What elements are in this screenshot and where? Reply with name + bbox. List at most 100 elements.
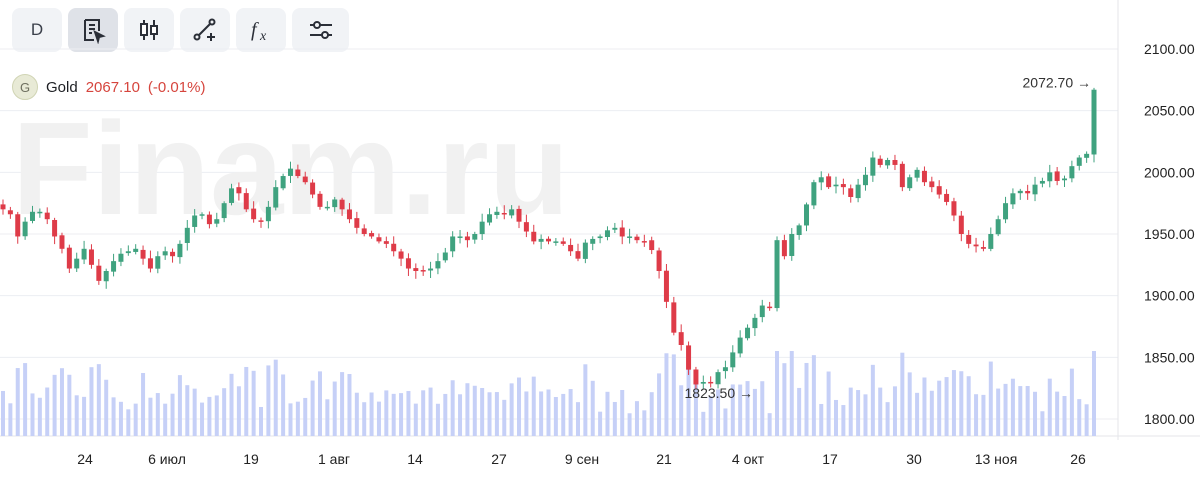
- candle-body[interactable]: [1076, 157, 1082, 166]
- candle-body[interactable]: [428, 268, 434, 271]
- candle-body[interactable]: [310, 182, 316, 195]
- candle-body[interactable]: [767, 306, 773, 309]
- candle-body[interactable]: [892, 160, 898, 165]
- candle-body[interactable]: [523, 222, 529, 232]
- function-button[interactable]: f x: [236, 8, 286, 52]
- candle-body[interactable]: [929, 181, 935, 188]
- candle-body[interactable]: [450, 236, 456, 252]
- candle-body[interactable]: [280, 176, 286, 189]
- candle-body[interactable]: [582, 242, 588, 259]
- candle-body[interactable]: [848, 188, 854, 197]
- candle-body[interactable]: [516, 208, 522, 222]
- candle-body[interactable]: [59, 235, 65, 249]
- candle-body[interactable]: [147, 258, 153, 269]
- candle-body[interactable]: [774, 240, 780, 309]
- candle-body[interactable]: [243, 193, 249, 210]
- candle-body[interactable]: [501, 212, 507, 215]
- candle-body[interactable]: [899, 163, 905, 188]
- candle-body[interactable]: [332, 199, 338, 208]
- candle-body[interactable]: [111, 261, 117, 272]
- candle-body[interactable]: [265, 206, 271, 222]
- candle-body[interactable]: [531, 231, 537, 242]
- candle-body[interactable]: [184, 227, 190, 243]
- candle-body[interactable]: [199, 214, 205, 216]
- candle-body[interactable]: [818, 177, 824, 183]
- candle-body[interactable]: [833, 184, 839, 187]
- candle-body[interactable]: [287, 168, 293, 176]
- candle-body[interactable]: [236, 187, 242, 194]
- candle-body[interactable]: [708, 381, 714, 384]
- candle-body[interactable]: [162, 251, 168, 256]
- interval-button[interactable]: D: [12, 8, 62, 52]
- candle-body[interactable]: [553, 241, 559, 243]
- candle-body[interactable]: [980, 247, 986, 249]
- candle-body[interactable]: [619, 227, 625, 237]
- candle-body[interactable]: [546, 238, 551, 242]
- candle-body[interactable]: [693, 369, 699, 385]
- candle-body[interactable]: [752, 317, 758, 329]
- candle-body[interactable]: [804, 204, 810, 226]
- candle-body[interactable]: [81, 248, 87, 260]
- candle-body[interactable]: [1054, 171, 1060, 181]
- candle-body[interactable]: [634, 236, 640, 241]
- candle-body[interactable]: [317, 193, 323, 207]
- candle-body[interactable]: [0, 204, 6, 210]
- candle-body[interactable]: [420, 270, 426, 272]
- settings-button[interactable]: [292, 8, 349, 52]
- candle-body[interactable]: [944, 193, 950, 202]
- candle-body[interactable]: [29, 211, 35, 221]
- candle-body[interactable]: [568, 244, 574, 252]
- candle-body[interactable]: [840, 184, 846, 188]
- candle-body[interactable]: [369, 233, 375, 237]
- candle-body[interactable]: [405, 258, 411, 269]
- candle-body[interactable]: [781, 240, 787, 257]
- candle-body[interactable]: [37, 211, 43, 214]
- candle-body[interactable]: [472, 234, 478, 240]
- candle-body[interactable]: [590, 238, 596, 244]
- candle-body[interactable]: [295, 169, 301, 177]
- candle-body[interactable]: [1039, 180, 1045, 184]
- candle-body[interactable]: [1069, 166, 1075, 179]
- candle-body[interactable]: [66, 247, 72, 269]
- candle-body[interactable]: [811, 182, 817, 206]
- candle-body[interactable]: [789, 234, 795, 256]
- candle-body[interactable]: [177, 243, 183, 258]
- candle-body[interactable]: [1091, 89, 1097, 155]
- candle-body[interactable]: [678, 332, 684, 345]
- candle-body[interactable]: [383, 241, 389, 244]
- candle-body[interactable]: [700, 382, 706, 384]
- candle-body[interactable]: [759, 305, 765, 318]
- candle-body[interactable]: [870, 157, 876, 176]
- candle-body[interactable]: [973, 244, 979, 247]
- candle-body[interactable]: [302, 176, 308, 183]
- candle-body[interactable]: [907, 177, 913, 189]
- candlestick-button[interactable]: [124, 8, 174, 52]
- candle-body[interactable]: [995, 219, 1001, 235]
- candle-body[interactable]: [133, 248, 139, 252]
- candle-body[interactable]: [951, 201, 957, 216]
- candle-body[interactable]: [346, 209, 352, 220]
- candle-body[interactable]: [376, 237, 382, 242]
- candle-body[interactable]: [966, 234, 972, 244]
- candle-body[interactable]: [206, 214, 212, 225]
- candle-body[interactable]: [118, 253, 124, 262]
- candle-body[interactable]: [730, 352, 736, 368]
- candle-body[interactable]: [457, 236, 463, 238]
- candle-body[interactable]: [715, 372, 721, 385]
- candle-body[interactable]: [398, 251, 404, 259]
- candle-body[interactable]: [1084, 153, 1090, 158]
- candle-body[interactable]: [641, 241, 647, 243]
- candle-body[interactable]: [663, 270, 669, 302]
- candle-body[interactable]: [597, 236, 603, 239]
- candle-body[interactable]: [1025, 191, 1031, 194]
- candle-body[interactable]: [74, 258, 80, 269]
- candle-body[interactable]: [796, 225, 802, 236]
- candle-body[interactable]: [862, 174, 868, 186]
- candle-body[interactable]: [914, 169, 920, 178]
- candle-body[interactable]: [936, 186, 942, 195]
- candle-body[interactable]: [464, 236, 470, 241]
- candle-body[interactable]: [649, 240, 655, 251]
- candle-body[interactable]: [1047, 172, 1053, 182]
- candle-body[interactable]: [538, 238, 544, 242]
- candle-body[interactable]: [671, 302, 677, 333]
